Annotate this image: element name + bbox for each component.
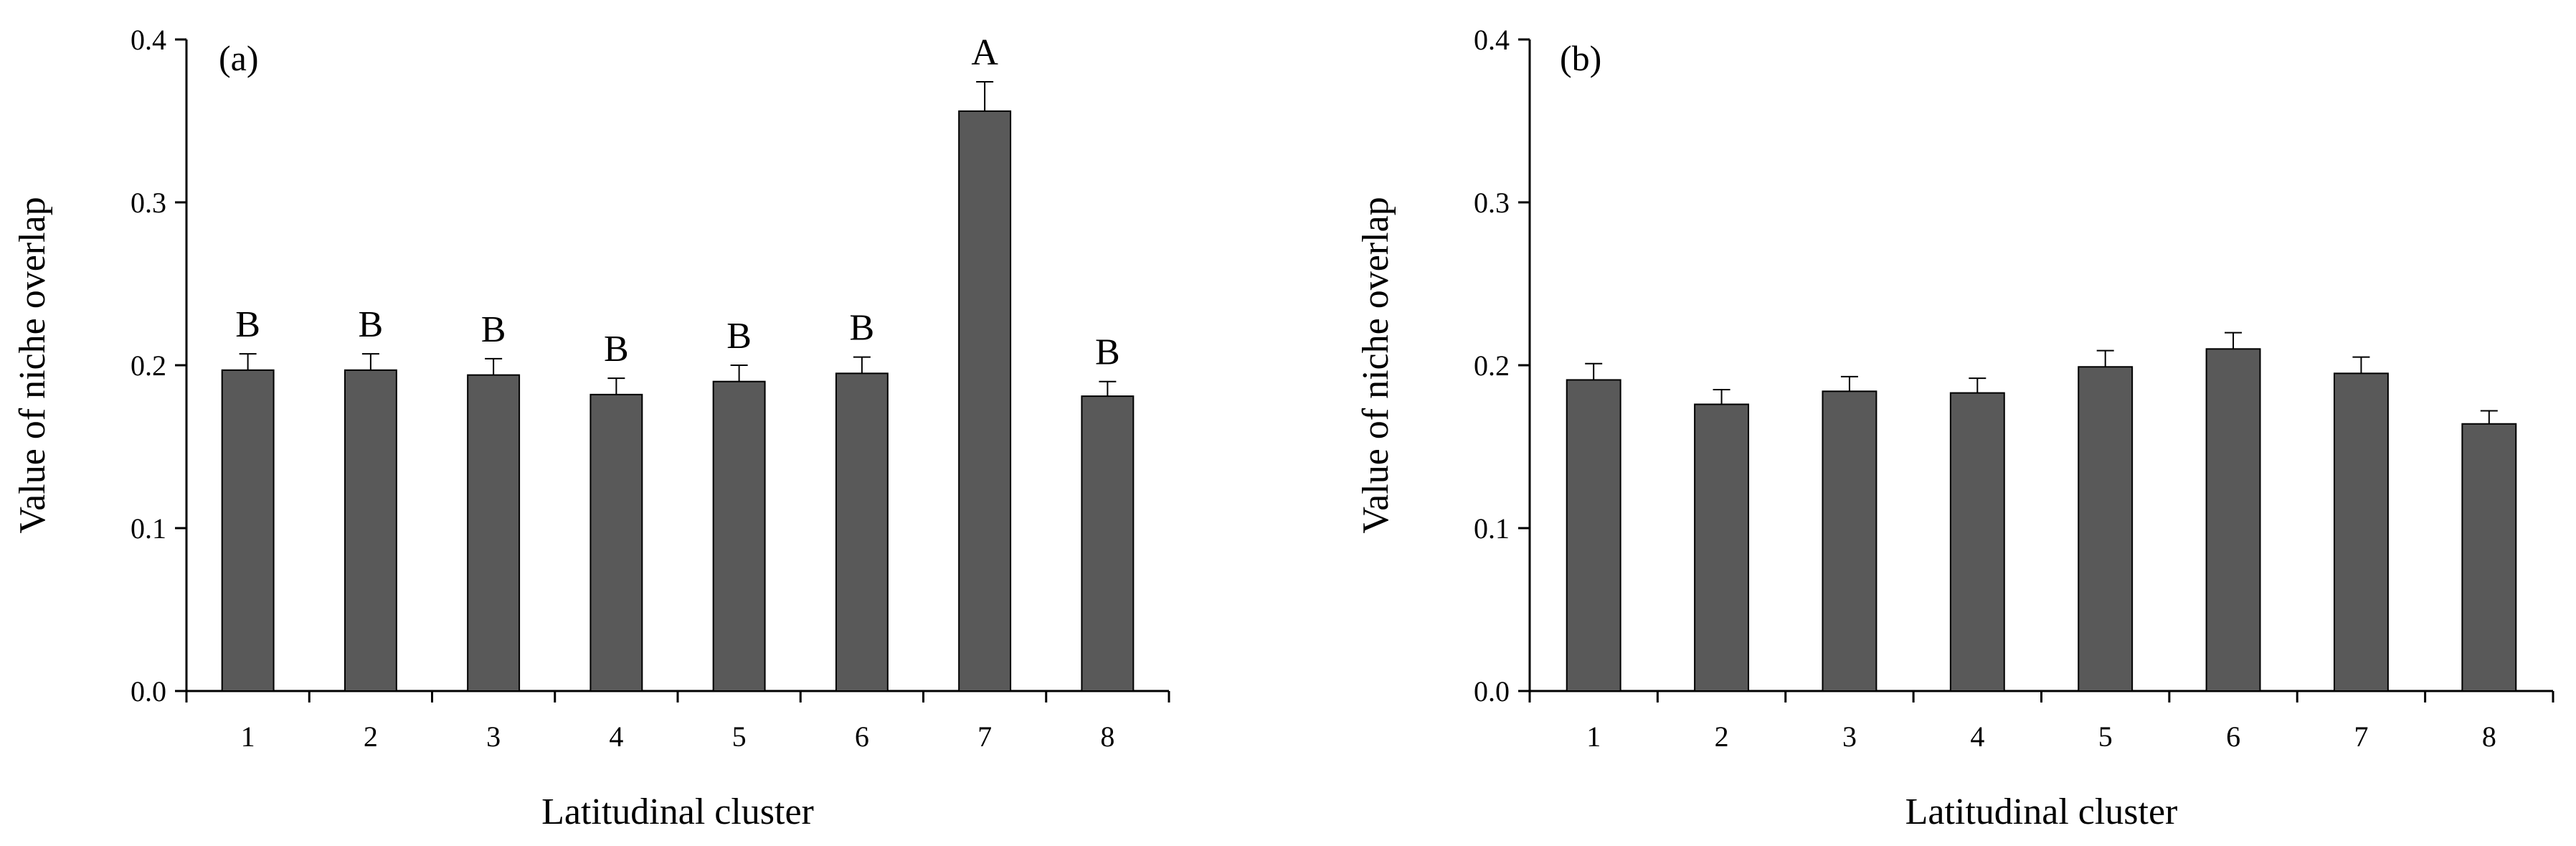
significance-letter: A	[971, 32, 998, 73]
y-tick-label: 0.0	[131, 675, 166, 708]
bar-cluster-8	[2461, 423, 2517, 692]
bar-cluster-1	[1566, 379, 1621, 692]
significance-letter: B	[604, 329, 629, 370]
x-tick-label: 7	[2354, 720, 2368, 753]
bar-cluster-5	[2078, 366, 2134, 692]
y-tick-label: 0.1	[1474, 512, 1510, 545]
x-axis-title: Latitudinal cluster	[541, 791, 814, 832]
bar-cluster-3	[1822, 390, 1877, 692]
x-tick-label: 8	[1100, 720, 1114, 753]
x-tick-label: 6	[2226, 720, 2240, 753]
x-axis-title: Latitudinal cluster	[1905, 791, 2178, 832]
x-tick-label: 5	[732, 720, 747, 753]
x-tick-label: 7	[977, 720, 992, 753]
bar-cluster-3	[467, 374, 521, 692]
y-tick-label: 0.4	[1474, 24, 1510, 56]
x-tick-label: 3	[1842, 720, 1857, 753]
bar-cluster-6	[2205, 348, 2261, 692]
y-tick-label: 0.2	[1474, 349, 1510, 382]
bar-cluster-7	[958, 110, 1012, 692]
bar-cluster-2	[344, 369, 397, 692]
y-axis-title: Value of niche overlap	[1355, 197, 1396, 533]
y-tick-label: 0.3	[1474, 187, 1510, 219]
y-tick-label: 0.0	[1474, 675, 1510, 708]
significance-letter: B	[1095, 332, 1120, 373]
bar-cluster-4	[1949, 392, 2005, 692]
significance-letter: B	[359, 304, 384, 345]
significance-letter: B	[850, 308, 875, 349]
panel-label: (a)	[219, 38, 259, 78]
y-tick-label: 0.1	[131, 512, 166, 545]
significance-letter: B	[726, 316, 752, 357]
x-tick-label: 3	[486, 720, 501, 753]
significance-letter: B	[235, 304, 260, 345]
panel-label: (b)	[1560, 38, 1601, 78]
x-tick-label: 8	[2482, 720, 2496, 753]
x-tick-label: 5	[2098, 720, 2113, 753]
chart-panel-a: 0.0 0.1 0.2 0.3 0.4 1 B 2 B 3 B 4 B 5 B 6 B 7 A 8 B Latitudin…	[12, 24, 1170, 832]
y-tick-label: 0.4	[131, 24, 166, 56]
x-tick-label: 6	[855, 720, 869, 753]
y-tick-label: 0.2	[131, 349, 166, 382]
x-tick-label: 1	[1586, 720, 1601, 753]
chart-panel-b: 0.0 0.1 0.2 0.3 0.4 1 2 3 4 5 6 7 8 Latitudinal clust…	[1355, 24, 2554, 832]
x-tick-label: 2	[1715, 720, 1729, 753]
bar-cluster-5	[712, 380, 766, 692]
bar-cluster-7	[2333, 372, 2389, 692]
x-tick-label: 4	[609, 720, 623, 753]
x-tick-label: 1	[241, 720, 255, 753]
x-tick-label: 2	[364, 720, 378, 753]
bar-cluster-2	[1694, 403, 1750, 692]
bar-cluster-1	[221, 369, 275, 692]
significance-letter: B	[481, 309, 506, 350]
x-tick-label: 4	[1970, 720, 1984, 753]
bar-cluster-8	[1081, 395, 1135, 692]
y-axis-title: Value of niche overlap	[12, 197, 53, 533]
bar-cluster-6	[835, 372, 889, 692]
bar-cluster-4	[589, 393, 643, 692]
y-tick-label: 0.3	[131, 187, 166, 219]
